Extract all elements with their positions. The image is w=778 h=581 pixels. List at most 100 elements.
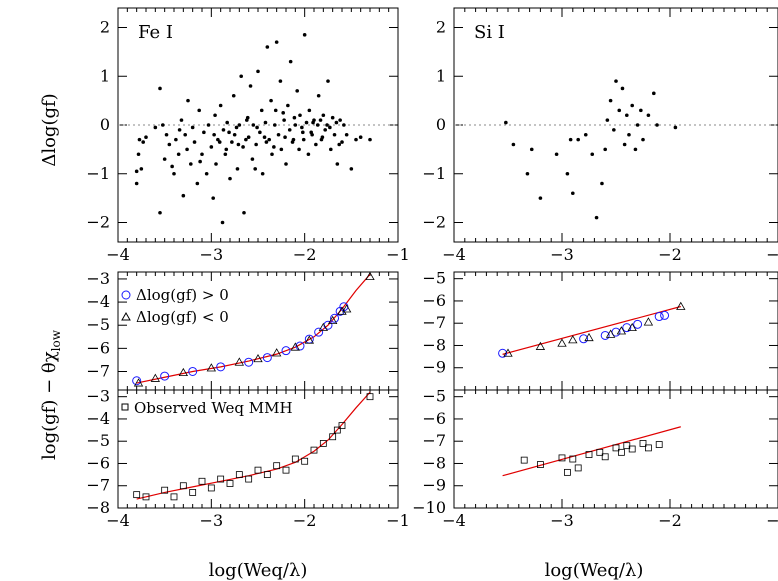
data-point <box>267 137 272 142</box>
data-point <box>281 111 286 115</box>
data-point <box>134 169 139 174</box>
data-circle <box>314 327 324 337</box>
data-point <box>273 108 278 113</box>
x-tick-label: −3 <box>550 511 574 530</box>
data-point <box>314 142 318 147</box>
data-point <box>141 140 145 144</box>
data-triangle <box>206 363 217 372</box>
y-tick-label: −6 <box>86 453 110 472</box>
data-point <box>354 137 358 142</box>
data-square <box>217 475 225 483</box>
data-point <box>255 125 259 130</box>
data-triangle <box>318 322 329 331</box>
data-circle <box>660 310 670 320</box>
data-square <box>520 456 528 464</box>
y-tick-label: 2 <box>100 18 110 37</box>
si-i-loggf-panel: −9 −8 −7 −6 −5 <box>422 269 778 391</box>
data-point <box>590 152 595 157</box>
y-tick-label: −5 <box>86 431 110 450</box>
data-point <box>287 128 292 132</box>
data-point <box>258 130 262 135</box>
data-point <box>263 120 268 125</box>
data-circle <box>330 313 340 323</box>
data-point <box>250 157 255 161</box>
y-tick-label: −10 <box>412 498 446 517</box>
data-point <box>286 103 290 108</box>
data-point <box>639 108 643 113</box>
data-square <box>254 466 262 474</box>
data-point <box>172 171 176 176</box>
x-tick-label: −2 <box>293 511 317 530</box>
data-point <box>177 128 182 132</box>
data-triangle <box>627 322 637 332</box>
data-point <box>605 118 610 122</box>
data-point <box>655 123 659 127</box>
data-point <box>625 113 629 118</box>
data-triangle <box>557 338 567 347</box>
data-point <box>206 123 211 127</box>
data-square <box>612 444 620 452</box>
data-point <box>137 137 142 142</box>
data-point <box>227 130 231 135</box>
data-point <box>298 113 302 118</box>
y-tick-label: −6 <box>86 338 110 357</box>
data-point <box>344 132 349 137</box>
data-point <box>220 220 225 225</box>
data-point <box>614 79 618 83</box>
fit-curve <box>502 305 681 355</box>
data-point <box>309 130 314 135</box>
data-square <box>170 493 178 501</box>
data-point <box>186 98 190 103</box>
data-point <box>316 93 321 98</box>
data-square <box>329 433 337 441</box>
fe-i-loggf-panel: −7 −6 −5 −4 −3 Δlog(gf) > 0 Δlog(gf) < 0 <box>86 269 399 391</box>
data-point <box>241 145 245 149</box>
data-square <box>235 471 243 479</box>
data-square <box>245 475 253 483</box>
data-point <box>211 196 215 200</box>
data-point <box>620 86 625 91</box>
data-point <box>641 137 645 142</box>
data-point <box>164 132 169 137</box>
fe-i-delta-panel: −4 −3 −2 −1 −2 −1 0 1 2 Fe I <box>86 7 410 264</box>
data-point <box>594 215 599 220</box>
y-axis-label-bottom-main: log(gf) − θχ <box>39 351 60 460</box>
data-square <box>189 489 197 496</box>
data-square <box>333 426 341 434</box>
y-tick-label: −1 <box>422 164 446 183</box>
data-point <box>245 115 250 120</box>
legend-circle-marker <box>121 290 131 300</box>
data-point <box>269 98 273 103</box>
data-point <box>646 113 651 118</box>
data-square <box>366 393 374 401</box>
data-point <box>230 140 234 144</box>
data-point <box>627 132 631 137</box>
data-point <box>272 145 276 149</box>
plot-frame <box>453 389 778 509</box>
data-point <box>209 145 214 149</box>
y-axis-label-bottom-subscript: low <box>49 329 63 351</box>
data-square <box>574 464 582 472</box>
data-point <box>565 171 570 176</box>
data-square <box>263 471 271 479</box>
data-point <box>183 132 187 137</box>
data-point <box>525 171 530 176</box>
data-point <box>251 123 256 127</box>
data-point <box>242 210 246 215</box>
data-point <box>278 79 283 83</box>
data-point <box>139 167 144 171</box>
x-tick-label: −1 <box>386 245 410 264</box>
data-square <box>596 448 604 456</box>
data-point <box>162 157 167 161</box>
data-point <box>144 135 148 139</box>
data-point <box>181 193 186 198</box>
data-point <box>306 152 311 157</box>
data-circle <box>633 319 643 329</box>
data-point <box>284 162 288 166</box>
data-triangle <box>535 341 546 350</box>
data-point <box>158 210 162 215</box>
data-square <box>639 440 647 447</box>
data-point <box>295 89 300 93</box>
data-point <box>202 130 206 135</box>
